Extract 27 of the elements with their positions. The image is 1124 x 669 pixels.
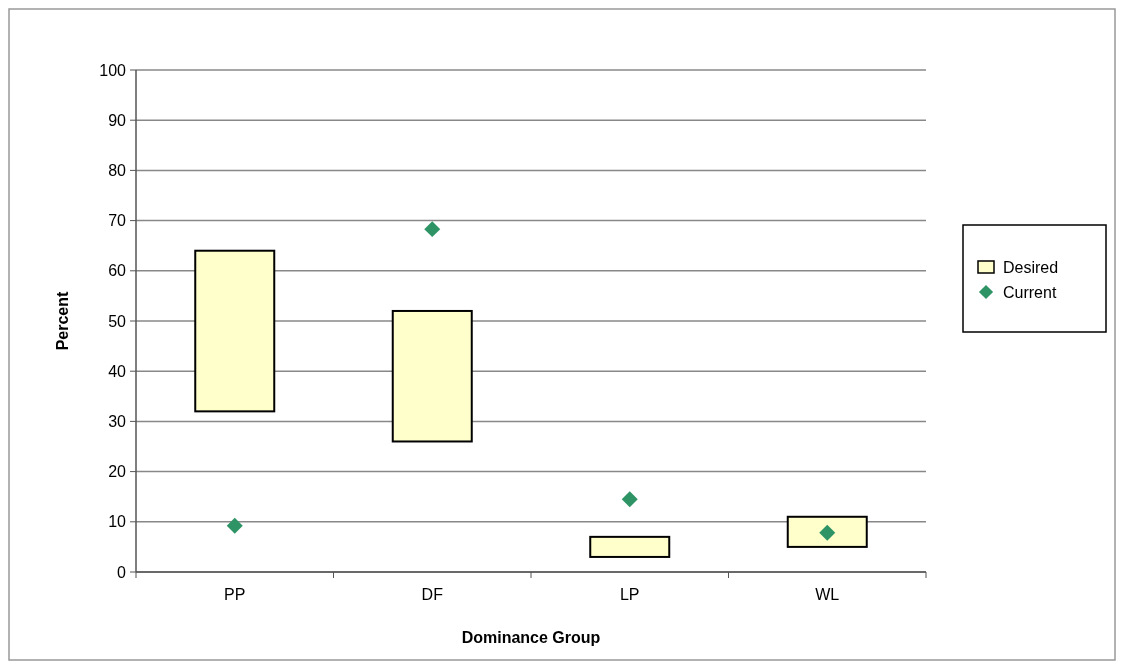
x-tick-label: WL [815, 586, 840, 603]
y-tick-label: 10 [108, 513, 127, 531]
y-tick-label: 30 [108, 413, 127, 430]
bar [786, 515, 868, 548]
point [424, 221, 441, 238]
bar [391, 309, 473, 443]
point [621, 491, 638, 508]
y-tick-label: 90 [108, 111, 127, 129]
y-tick-label: 60 [108, 262, 127, 280]
y-tick-label: 80 [108, 162, 127, 179]
x-axis-title: Dominance Group [461, 629, 601, 646]
point [226, 517, 243, 534]
y-tick-label: 70 [108, 212, 127, 230]
bar [194, 249, 276, 413]
y-tick-label: 0 [117, 563, 127, 581]
x-tick-label: PP [224, 586, 246, 603]
x-tick-label: DF [421, 586, 444, 603]
y-tick-label: 100 [99, 61, 127, 79]
y-tick-label: 40 [108, 362, 127, 380]
point [819, 524, 836, 541]
bar [589, 535, 671, 558]
y-tick-label: 50 [108, 312, 127, 330]
legend-label: Current [1003, 283, 1057, 301]
legend-label: Desired [1003, 258, 1059, 276]
y-axis-title: Percent [54, 290, 71, 351]
y-tick-label: 20 [108, 463, 127, 481]
x-tick-label: LP [619, 586, 640, 603]
